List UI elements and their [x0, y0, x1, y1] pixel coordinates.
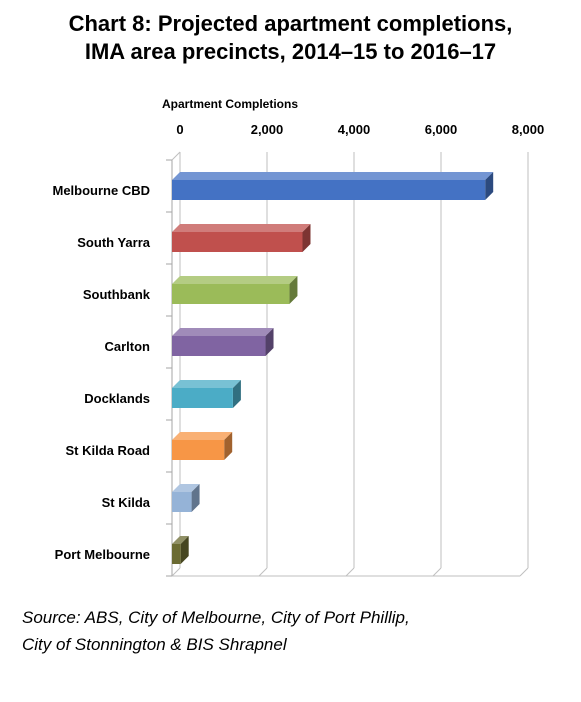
bar-top: [172, 536, 189, 544]
grid-layer: [166, 151, 529, 577]
bar-top: [172, 328, 274, 336]
x-tick-label: 0: [176, 122, 183, 137]
bar: [172, 544, 181, 564]
gridline-floor: [258, 567, 268, 577]
x-axis-title: Apartment Completions: [162, 97, 298, 111]
bar-top: [172, 276, 298, 284]
category-label: St Kilda Road: [65, 443, 150, 458]
bar-top: [172, 224, 311, 232]
category-label: Port Melbourne: [55, 547, 150, 562]
bar: [172, 336, 266, 356]
category-label: Melbourne CBD: [53, 183, 151, 198]
x-tick-label: 4,000: [338, 122, 371, 137]
chart-source: Source: ABS, City of Melbourne, City of …: [22, 604, 410, 658]
bar-top: [172, 172, 494, 180]
x-tick-label: 8,000: [512, 122, 545, 137]
category-label: South Yarra: [77, 235, 151, 250]
bar-chart: Apartment Completions 0 2,000 4,000 6,000 8,0…: [53, 97, 545, 577]
bar-top: [172, 484, 200, 492]
gridline-floor: [171, 567, 181, 577]
source-line-2: City of Stonnington & BIS Shrapnel: [22, 635, 287, 654]
source-line-1: Source: ABS, City of Melbourne, City of …: [22, 608, 410, 627]
gridline-floor: [345, 567, 355, 577]
gridline-floor: [519, 567, 529, 577]
bar-side: [224, 432, 233, 460]
x-tick-label: 2,000: [251, 122, 284, 137]
bar: [172, 180, 486, 200]
label-layer: Apartment Completions 0 2,000 4,000 6,000 8,0…: [53, 97, 545, 562]
bar-top: [172, 432, 233, 440]
category-label: Carlton: [105, 339, 151, 354]
bar-side: [302, 224, 311, 252]
bar: [172, 232, 303, 252]
bar-side: [265, 328, 274, 356]
bar: [172, 492, 192, 512]
category-label: St Kilda: [102, 495, 151, 510]
bar-side: [289, 276, 298, 304]
gridline-floor: [432, 567, 442, 577]
bar: [172, 388, 233, 408]
bar-side: [191, 484, 200, 512]
category-label: Southbank: [83, 287, 151, 302]
category-label: Docklands: [84, 391, 150, 406]
x-tick-label: 6,000: [425, 122, 458, 137]
bar-layer: [172, 172, 494, 564]
chart-title-line-2: IMA area precincts, 2014–15 to 2016–17: [84, 39, 497, 64]
bar-side: [485, 172, 494, 200]
bar: [172, 284, 290, 304]
chart-title-line-1: Chart 8: Projected apartment completions…: [68, 11, 513, 36]
chart-title: Chart 8: Projected apartment completions…: [0, 10, 581, 66]
axis-depth-top: [171, 151, 181, 161]
bar: [172, 440, 225, 460]
bar-top: [172, 380, 241, 388]
bar-side: [232, 380, 241, 408]
bar-side: [180, 536, 189, 564]
